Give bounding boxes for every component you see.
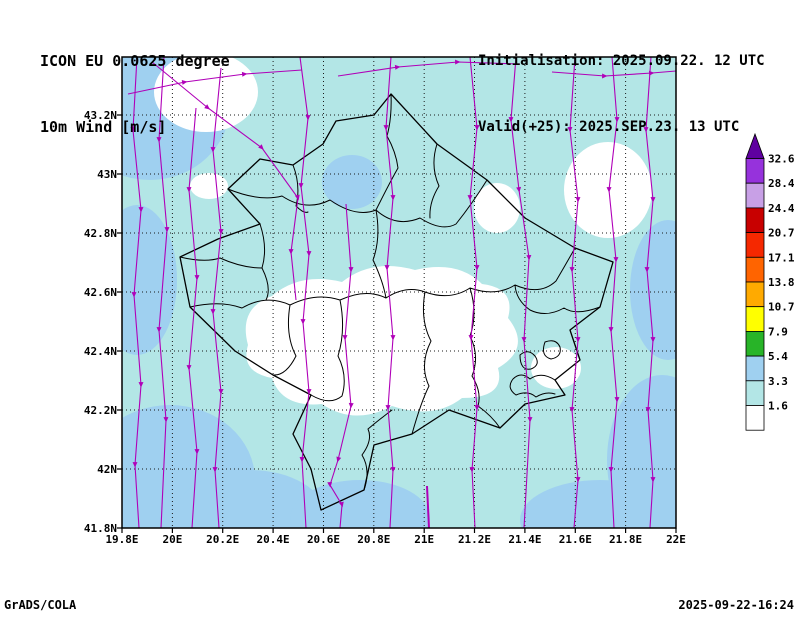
colorbar-segment xyxy=(745,182,765,209)
lat-label: 42.8N xyxy=(84,227,117,240)
lat-label: 43.2N xyxy=(84,109,117,122)
lon-label: 20.6E xyxy=(307,533,340,546)
colorbar-label: 17.1 xyxy=(768,251,795,264)
lon-label: 21.2E xyxy=(458,533,491,546)
run-info-block: Initialisation: 2025.09.22. 12 UTC Valid… xyxy=(478,6,765,182)
colorbar-segment xyxy=(745,232,765,258)
lon-label: 22E xyxy=(666,533,686,546)
lon-label: 21E xyxy=(414,533,434,546)
lon-label: 19.8E xyxy=(105,533,138,546)
colorbar-labels: 32.6 28.4 24.4 20.7 17.1 13.8 10.7 7.9 5… xyxy=(768,153,795,413)
grads-credit: GrADS/COLA xyxy=(4,598,77,612)
lat-label: 43N xyxy=(97,168,117,181)
colorbar-segment xyxy=(745,256,765,283)
lon-label: 20.8E xyxy=(357,533,390,546)
lon-label: 20.4E xyxy=(257,533,290,546)
colorbar-label: 10.7 xyxy=(768,301,795,314)
colorbar-label: 5.4 xyxy=(768,350,788,363)
creation-timestamp: 2025-09-22-16:24 xyxy=(678,598,794,612)
title-block: ICON EU 0.0625 degree 10m Wind [m/s] xyxy=(40,6,230,182)
lat-label: 42N xyxy=(97,463,117,476)
lat-label: 42.4N xyxy=(84,345,117,358)
colorbar-segment xyxy=(745,306,765,332)
streamlines xyxy=(127,57,676,528)
colorbar-segment xyxy=(745,330,765,357)
colorbar-label: 7.9 xyxy=(768,325,788,338)
lon-label: 20.2E xyxy=(206,533,239,546)
longitude-axis: 19.8E 20E 20.2E 20.4E 20.6E 20.8E 21E 21… xyxy=(105,533,686,546)
lon-label: 20E xyxy=(162,533,182,546)
lon-label: 21.4E xyxy=(508,533,541,546)
lat-label: 41.8N xyxy=(84,522,117,535)
colorbar xyxy=(745,132,765,431)
latitude-axis: 43.2N 43N 42.8N 42.6N 42.4N 42.2N 42N 41… xyxy=(84,109,117,535)
lon-label: 21.6E xyxy=(559,533,592,546)
colorbar-label: 24.4 xyxy=(768,202,795,215)
field-title: 10m Wind [m/s] xyxy=(40,118,167,136)
colorbar-label: 28.4 xyxy=(768,177,795,190)
lat-label: 42.6N xyxy=(84,286,117,299)
valid-time: Valid(+25): 2025.SEP.23. 13 UTC xyxy=(478,119,740,135)
colorbar-label: 32.6 xyxy=(768,153,795,166)
colorbar-label: 13.8 xyxy=(768,276,795,289)
lat-label: 42.2N xyxy=(84,404,117,417)
colorbar-segment xyxy=(745,405,765,431)
colorbar-label: 1.6 xyxy=(768,400,788,413)
colorbar-segment xyxy=(745,355,765,382)
colorbar-label: 3.3 xyxy=(768,375,788,388)
colorbar-segment xyxy=(745,380,765,406)
lon-label: 21.8E xyxy=(609,533,642,546)
colorbar-segment xyxy=(745,281,765,308)
axis-ticks xyxy=(117,114,677,533)
initialisation-time: Initialisation: 2025.09.22. 12 UTC xyxy=(478,53,765,69)
model-title: ICON EU 0.0625 degree xyxy=(40,52,230,70)
colorbar-segment xyxy=(745,207,765,233)
colorbar-label: 20.7 xyxy=(768,227,795,240)
